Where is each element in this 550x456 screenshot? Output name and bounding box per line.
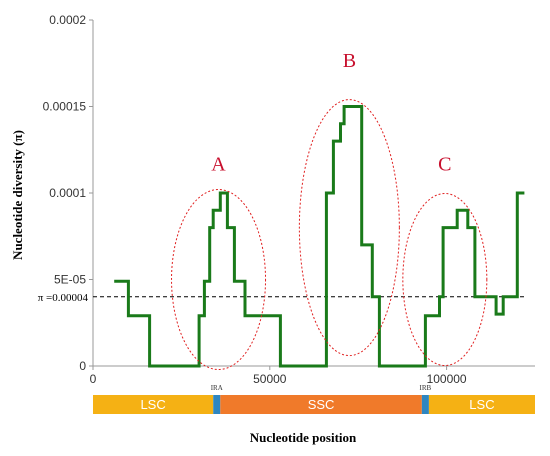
y-tick-label: 0.00015 [43, 100, 87, 114]
region-label-a: A [211, 154, 226, 176]
region-label-lsc-0: LSC [140, 397, 165, 412]
highlight-ellipse-b [298, 99, 400, 357]
region-label-ssc-2: SSC [308, 397, 335, 412]
y-tick-label: 0.0001 [49, 186, 86, 200]
region-label-c: C [438, 154, 451, 176]
region-segment-ssc [220, 395, 422, 414]
x-tick-label: 100000 [427, 372, 467, 386]
highlight-ellipse-a [171, 189, 267, 370]
region-label-b: B [343, 50, 356, 72]
region-segment-irb [421, 395, 429, 414]
y-tick-label: 0 [79, 359, 86, 373]
region-segment-lsc [428, 395, 535, 414]
junction-label-ira: IRA [211, 384, 223, 392]
x-tick-label: 50000 [253, 372, 287, 386]
highlight-ellipse-c [402, 193, 488, 366]
y-tick-label: 5E-05 [54, 273, 86, 287]
region-segment-lsc [93, 395, 214, 414]
threshold-label: π =0.00004 [38, 292, 89, 304]
x-axis-label: Nucleotide position [250, 430, 357, 445]
region-label-lsc-4: LSC [469, 397, 494, 412]
y-axis-label: Nucleotide diversity (π) [10, 130, 25, 260]
diversity-line [114, 105, 525, 368]
y-tick-label: 0.0002 [49, 13, 86, 27]
junction-label-irb: IRB [420, 384, 432, 392]
x-tick-label: 0 [90, 372, 97, 386]
region-segment-ira [213, 395, 221, 414]
